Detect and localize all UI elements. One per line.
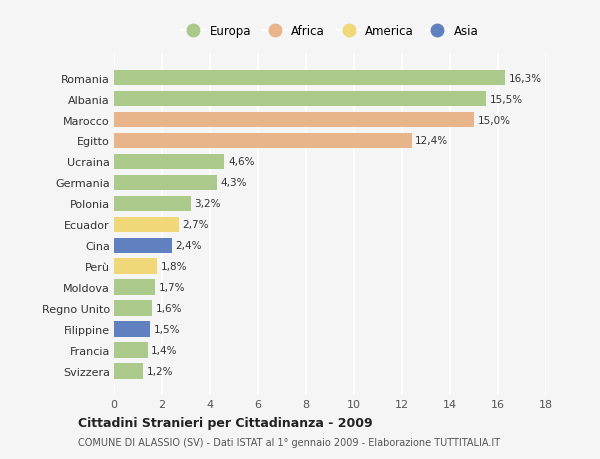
Bar (114, 133, 412, 149)
Bar (114, 175, 217, 191)
Bar (114, 301, 152, 317)
Text: 1,2%: 1,2% (146, 366, 173, 376)
Bar (114, 364, 143, 379)
Text: 1,5%: 1,5% (154, 325, 180, 335)
Bar (114, 196, 191, 212)
Text: 15,5%: 15,5% (490, 94, 523, 104)
Text: COMUNE DI ALASSIO (SV) - Dati ISTAT al 1° gennaio 2009 - Elaborazione TUTTITALIA: COMUNE DI ALASSIO (SV) - Dati ISTAT al 1… (78, 437, 500, 447)
Bar (114, 343, 148, 358)
Text: 4,6%: 4,6% (228, 157, 254, 167)
Text: 1,4%: 1,4% (151, 346, 178, 356)
Bar (114, 71, 505, 86)
Text: Cittadini Stranieri per Cittadinanza - 2009: Cittadini Stranieri per Cittadinanza - 2… (78, 416, 373, 429)
Bar (114, 112, 474, 128)
Bar (114, 217, 179, 233)
Text: 1,8%: 1,8% (161, 262, 187, 272)
Text: 16,3%: 16,3% (509, 73, 542, 84)
Bar (114, 238, 172, 254)
Text: 2,7%: 2,7% (182, 220, 209, 230)
Text: 3,2%: 3,2% (194, 199, 221, 209)
Text: 1,7%: 1,7% (158, 283, 185, 293)
Bar (114, 91, 486, 107)
Bar (114, 259, 157, 274)
Text: 4,3%: 4,3% (221, 178, 247, 188)
Legend: Europa, Africa, America, Asia: Europa, Africa, America, Asia (176, 20, 484, 43)
Bar (114, 322, 150, 337)
Text: 12,4%: 12,4% (415, 136, 448, 146)
Bar (114, 280, 155, 296)
Text: 2,4%: 2,4% (175, 241, 202, 251)
Text: 15,0%: 15,0% (478, 115, 511, 125)
Text: 1,6%: 1,6% (156, 304, 182, 313)
Bar (114, 154, 224, 170)
